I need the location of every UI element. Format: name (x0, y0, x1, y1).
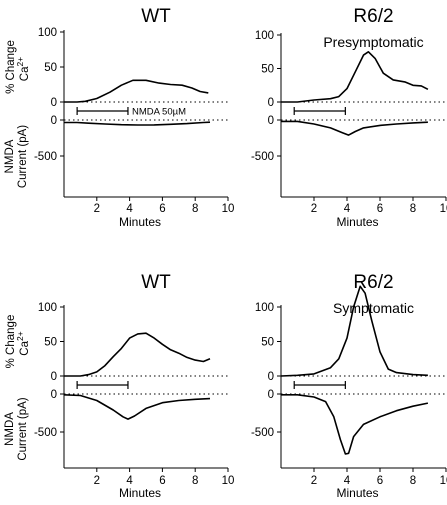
x-tick-label: 10 (440, 203, 447, 215)
calcium-trace (281, 51, 429, 103)
calcium-axis-label: % Change (5, 315, 17, 369)
calcium-ion-symbol: Ca (19, 340, 31, 355)
current-tick-label: -500 (251, 427, 274, 439)
calcium-ion-symbol: Ca (19, 66, 31, 81)
calcium-tick-label: 0 (51, 97, 57, 109)
stimulus-label: NMDA 50µM (132, 107, 186, 118)
calcium-tick-label: 100 (38, 302, 57, 314)
chart-panel-3: WT 0 50 100 0 -500 2 4 6 8 10 Minutes % Change Ca2+ NM… (4, 272, 234, 500)
calcium-tick-label: 50 (44, 62, 57, 74)
x-axis-label: Minutes (119, 215, 161, 229)
current-tick-label: 0 (51, 389, 57, 401)
chart-title: R6/2 (353, 272, 393, 293)
current-axis-label-line1: NMDA (4, 139, 16, 173)
x-tick-label: 8 (410, 475, 416, 487)
x-tick-label: 6 (377, 475, 383, 487)
current-trace (64, 121, 211, 126)
calcium-axis-label: % Change (5, 40, 17, 94)
calcium-tick-label: 0 (51, 371, 57, 383)
calcium-trace (280, 285, 428, 377)
x-tick-label: 2 (94, 475, 100, 487)
current-tick-label: 0 (268, 115, 274, 127)
chart-panel-1: WT 0 50 100 0 -500 2 4 6 8 10 Minutes NMDA 50µM % Cha… (4, 6, 234, 229)
x-tick-label: 2 (311, 203, 317, 215)
current-tick-label: 0 (268, 389, 274, 401)
calcium-ion-charge: 2+ (15, 57, 25, 67)
current-trace (63, 394, 211, 420)
x-tick-label: 6 (377, 203, 383, 215)
calcium-trace (64, 79, 209, 103)
x-tick-label: 4 (344, 203, 351, 215)
current-trace (281, 120, 428, 136)
calcium-tick-label: 0 (268, 371, 274, 383)
x-tick-label: 10 (222, 475, 235, 487)
x-tick-label: 8 (192, 475, 198, 487)
calcium-tick-label: 50 (261, 337, 274, 349)
x-tick-label: 4 (126, 203, 133, 215)
x-axis-label: Minutes (119, 486, 161, 500)
x-tick-label: 10 (222, 203, 235, 215)
calcium-ion-label: Ca2+ (15, 57, 31, 81)
calcium-ion-label: Ca2+ (15, 331, 31, 355)
x-axis-label: Minutes (336, 215, 378, 229)
calcium-tick-label: 0 (268, 97, 274, 109)
calcium-tick-label: 100 (255, 302, 274, 314)
chart-subtitle: Symptomatic (333, 300, 414, 316)
chart-title: R6/2 (353, 6, 393, 27)
calcium-tick-label: 100 (38, 27, 57, 39)
chart-subtitle: Presymptomatic (323, 34, 423, 50)
x-tick-label: 8 (410, 203, 416, 215)
chart-title: WT (141, 6, 171, 27)
x-tick-label: 8 (192, 203, 198, 215)
x-tick-label: 10 (440, 475, 447, 487)
x-axis-label: Minutes (336, 486, 378, 500)
calcium-trace (64, 332, 211, 377)
chart-panel-4: R6/2 Symptomatic 0 50 100 0 -500 2 4 6 8 10 Minutes (251, 272, 447, 500)
current-tick-label: -500 (34, 427, 57, 439)
current-trace (281, 394, 429, 455)
current-axis-label-line2: Current (pA) (17, 125, 29, 188)
x-tick-label: 2 (94, 203, 100, 215)
calcium-tick-label: 50 (261, 64, 274, 76)
current-tick-label: -500 (34, 151, 57, 163)
chart-title: WT (141, 272, 171, 293)
current-tick-label: 0 (51, 115, 57, 127)
x-tick-label: 6 (159, 475, 165, 487)
x-tick-label: 4 (126, 475, 133, 487)
calcium-tick-label: 100 (255, 30, 274, 42)
chart-panel-2: R6/2 Presymptomatic 0 50 100 0 -500 2 4 6 8 10 Minut… (251, 6, 447, 229)
x-tick-label: 2 (311, 475, 317, 487)
current-axis-label-line2: Current (pA) (17, 397, 29, 460)
calcium-tick-label: 50 (44, 337, 57, 349)
x-tick-label: 6 (159, 203, 165, 215)
x-tick-label: 4 (344, 475, 351, 487)
calcium-ion-charge: 2+ (15, 331, 25, 341)
current-axis-label-line1: NMDA (4, 412, 16, 446)
current-tick-label: -500 (251, 151, 274, 163)
